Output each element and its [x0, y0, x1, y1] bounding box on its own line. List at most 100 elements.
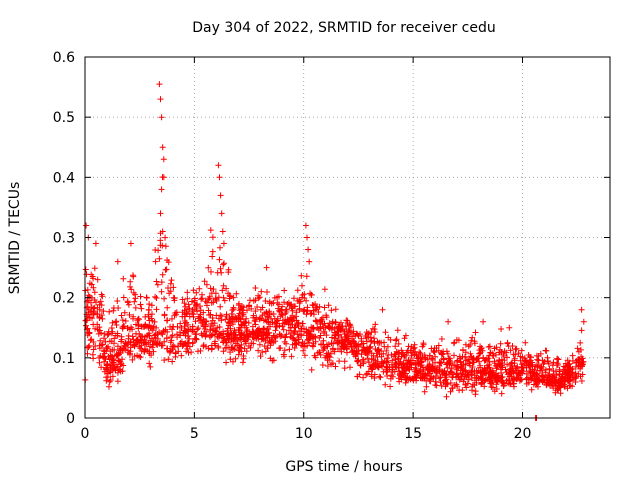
data-point: [259, 349, 266, 356]
data-point: [134, 339, 141, 346]
data-point: [504, 361, 511, 368]
data-point: [262, 298, 269, 304]
data-point: [443, 361, 450, 368]
data-point: [199, 291, 205, 298]
data-point: [501, 357, 508, 364]
data-point: [408, 343, 415, 350]
data-point: [341, 328, 348, 335]
data-point: [185, 333, 192, 339]
data-point: [133, 321, 139, 328]
data-point: [477, 364, 484, 371]
data-point: [314, 318, 321, 325]
data-point: [161, 312, 168, 319]
data-point: [124, 299, 131, 306]
data-point: [281, 338, 288, 345]
data-point: [337, 338, 343, 345]
data-point: [445, 355, 452, 362]
data-point: [511, 383, 517, 390]
data-point: [271, 333, 278, 340]
data-point: [185, 301, 192, 308]
data-point: [264, 289, 270, 295]
data-point: [403, 364, 410, 371]
data-point: [133, 330, 139, 337]
data-point: [104, 345, 111, 352]
data-point: [223, 311, 230, 318]
data-point: [247, 297, 253, 304]
data-point: [559, 374, 566, 381]
data-point: [527, 374, 534, 381]
data-point: [302, 222, 309, 229]
data-point: [550, 359, 557, 366]
data-point: [214, 269, 221, 276]
data-point: [384, 355, 391, 362]
data-point: [145, 324, 152, 331]
data-point: [503, 369, 510, 376]
data-point: [83, 222, 90, 229]
data-point: [443, 393, 450, 400]
data-point: [535, 383, 541, 390]
data-point: [453, 371, 460, 378]
chart-title: Day 304 of 2022, SRMTID for receiver ced…: [192, 20, 495, 36]
data-point: [418, 359, 425, 366]
data-point: [151, 318, 158, 325]
data-point: [113, 318, 120, 325]
data-point: [218, 210, 225, 217]
data-point: [348, 324, 354, 331]
data-point: [142, 346, 149, 353]
data-point: [299, 320, 306, 327]
data-point: [522, 339, 529, 346]
data-point: [114, 363, 121, 370]
data-point: [222, 316, 229, 323]
data-point: [383, 347, 390, 354]
data-point: [437, 367, 443, 373]
data-point: [202, 333, 209, 340]
data-point: [306, 330, 313, 337]
data-point: [321, 345, 327, 352]
y-tick-label: 0.4: [53, 170, 75, 186]
data-point: [523, 357, 530, 364]
data-point: [517, 357, 524, 364]
data-point: [146, 307, 152, 313]
data-point: [537, 367, 544, 374]
data-point: [114, 378, 121, 385]
data-point: [374, 338, 381, 345]
data-point: [411, 341, 418, 348]
data-point: [318, 316, 325, 323]
data-point: [101, 335, 107, 342]
data-point: [310, 334, 317, 341]
data-point: [423, 383, 430, 390]
data-point: [257, 353, 264, 360]
data-point: [157, 96, 164, 103]
data-point: [256, 316, 263, 323]
data-point: [250, 340, 257, 347]
data-point: [203, 328, 210, 335]
data-point: [156, 81, 163, 88]
data-point: [96, 354, 103, 361]
data-point: [487, 349, 494, 356]
data-point: [150, 323, 157, 330]
data-point: [326, 357, 333, 364]
data-point: [379, 306, 386, 313]
data-point: [577, 346, 584, 353]
data-point: [363, 329, 370, 336]
data-point: [577, 339, 584, 346]
data-point: [336, 358, 343, 365]
data-point: [354, 358, 361, 365]
data-point: [328, 307, 335, 314]
data-point: [504, 339, 511, 346]
data-point: [300, 308, 307, 315]
data-point: [321, 320, 328, 327]
data-point: [167, 280, 174, 287]
x-tick-label: 20: [514, 426, 532, 442]
data-point: [471, 340, 478, 347]
data-point: [146, 317, 153, 324]
data-point: [341, 365, 348, 372]
data-point: [294, 331, 301, 338]
data-point: [247, 344, 254, 351]
data-point: [250, 329, 257, 336]
data-point: [451, 352, 457, 359]
data-point: [217, 303, 224, 310]
data-point: [142, 339, 149, 346]
data-point: [146, 301, 153, 308]
